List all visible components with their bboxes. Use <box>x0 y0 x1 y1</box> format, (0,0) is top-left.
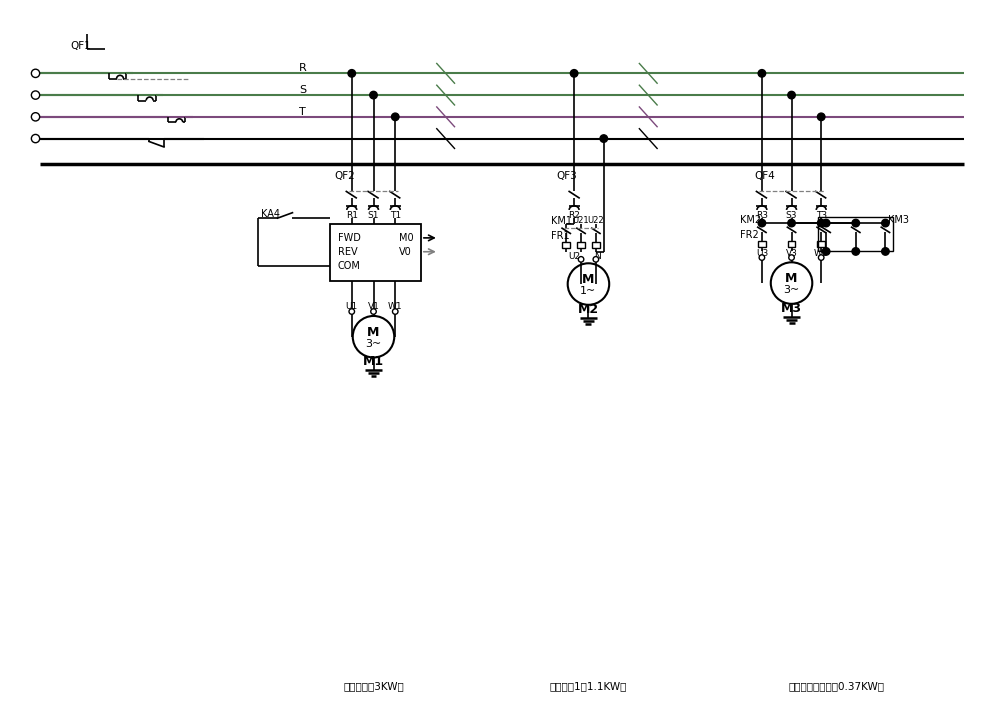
Text: T3: T3 <box>816 211 827 220</box>
Circle shape <box>758 70 766 77</box>
Circle shape <box>392 309 398 315</box>
Text: FR1: FR1 <box>551 231 570 241</box>
Circle shape <box>391 113 399 121</box>
Text: V1: V1 <box>368 302 379 311</box>
Circle shape <box>31 91 40 99</box>
Text: M0: M0 <box>399 233 414 243</box>
Text: S: S <box>299 85 306 95</box>
Text: KM2: KM2 <box>740 214 761 224</box>
Text: FR2: FR2 <box>740 230 759 240</box>
Text: KM1: KM1 <box>551 216 572 226</box>
Bar <box>577 242 585 248</box>
Bar <box>562 242 570 248</box>
Circle shape <box>817 113 825 121</box>
Circle shape <box>570 70 578 77</box>
Circle shape <box>822 219 830 226</box>
Bar <box>330 224 421 281</box>
Text: QF2: QF2 <box>334 171 355 181</box>
Circle shape <box>788 219 795 226</box>
Text: U22: U22 <box>588 216 604 225</box>
Text: V3: V3 <box>786 248 797 258</box>
Text: V0: V0 <box>399 247 412 257</box>
Bar <box>817 241 825 247</box>
Circle shape <box>371 309 376 315</box>
Circle shape <box>882 248 889 255</box>
Circle shape <box>818 255 824 261</box>
Bar <box>788 241 795 247</box>
Circle shape <box>349 309 355 315</box>
Text: R1: R1 <box>346 211 358 220</box>
Text: QF4: QF4 <box>754 171 775 181</box>
Text: QF3: QF3 <box>556 171 577 181</box>
Text: U1: U1 <box>346 302 358 311</box>
Circle shape <box>852 219 860 226</box>
Text: QF1: QF1 <box>70 40 91 50</box>
Circle shape <box>31 134 40 143</box>
Text: M: M <box>367 326 380 339</box>
Text: 油泵电机1（1.1KW）: 油泵电机1（1.1KW） <box>550 681 627 691</box>
Circle shape <box>759 255 765 261</box>
Circle shape <box>822 248 830 255</box>
Text: 3~: 3~ <box>783 285 800 295</box>
Text: R2: R2 <box>568 211 580 220</box>
Text: M2: M2 <box>578 302 599 316</box>
Circle shape <box>370 92 377 99</box>
Circle shape <box>31 69 40 77</box>
Text: R: R <box>298 63 306 73</box>
Text: 夹紧机架上下移（0.37KW）: 夹紧机架上下移（0.37KW） <box>788 681 884 691</box>
Text: T: T <box>299 107 306 117</box>
Text: KM3: KM3 <box>888 214 909 224</box>
Circle shape <box>578 256 584 262</box>
Circle shape <box>31 113 40 121</box>
Bar <box>818 217 893 251</box>
Text: M: M <box>785 273 798 285</box>
Text: T1: T1 <box>390 211 401 220</box>
Text: 公转电机（3KW）: 公转电机（3KW） <box>343 681 404 691</box>
Text: FWD: FWD <box>338 233 361 243</box>
Text: COM: COM <box>338 261 361 271</box>
Circle shape <box>593 256 599 262</box>
Text: 1~: 1~ <box>580 286 597 296</box>
Text: U3: U3 <box>756 248 768 258</box>
Circle shape <box>600 135 608 142</box>
Text: KA4: KA4 <box>261 209 280 219</box>
Text: S1: S1 <box>368 211 379 220</box>
Text: W3: W3 <box>814 248 828 258</box>
Circle shape <box>789 255 794 261</box>
Circle shape <box>852 248 860 255</box>
Text: U21: U21 <box>573 216 589 225</box>
Text: N: N <box>594 252 601 261</box>
Text: M3: M3 <box>781 302 802 315</box>
Text: R3: R3 <box>756 211 768 220</box>
Bar <box>758 241 766 247</box>
Text: REV: REV <box>338 247 358 257</box>
Text: S3: S3 <box>786 211 797 220</box>
Circle shape <box>817 219 825 226</box>
Circle shape <box>758 219 766 226</box>
Text: M: M <box>582 273 595 286</box>
Text: W1: W1 <box>388 302 403 311</box>
Bar <box>592 242 600 248</box>
Text: M1: M1 <box>363 356 384 368</box>
Circle shape <box>788 92 795 99</box>
Circle shape <box>348 70 356 77</box>
Text: 3~: 3~ <box>365 339 382 349</box>
Circle shape <box>882 219 889 226</box>
Text: U2: U2 <box>568 252 580 261</box>
